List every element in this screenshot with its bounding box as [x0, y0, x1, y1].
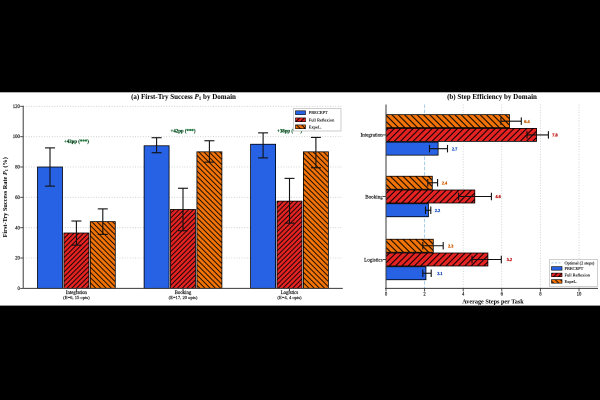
svg-text:ExpeL.: ExpeL. [309, 124, 322, 129]
svg-text:0: 0 [17, 287, 20, 292]
svg-text:20: 20 [15, 257, 20, 262]
svg-text:2: 2 [423, 293, 426, 298]
svg-text:120: 120 [13, 105, 21, 110]
svg-text:PRECEPT: PRECEPT [309, 110, 328, 115]
svg-text:Integration: Integration [360, 133, 383, 139]
svg-text:Integration: Integration [66, 291, 88, 296]
svg-text:80: 80 [15, 166, 20, 171]
svg-text:60: 60 [15, 196, 20, 201]
svg-text:(E=6, 15 opts): (E=6, 15 opts) [63, 295, 90, 301]
svg-text:2.7: 2.7 [452, 146, 458, 151]
svg-text:100: 100 [13, 135, 21, 140]
svg-text:2.4: 2.4 [442, 180, 448, 185]
svg-text:Full Reflexion: Full Reflexion [309, 117, 335, 122]
svg-text:2.2: 2.2 [435, 208, 440, 213]
svg-text:First-Try Success Rate P1 (%): First-Try Success Rate P1 (%) [2, 157, 9, 237]
svg-text:(E=4, 4 opts): (E=4, 4 opts) [277, 295, 302, 301]
svg-text:Full Reflexion: Full Reflexion [565, 273, 591, 278]
svg-text:+42pp (***): +42pp (***) [171, 129, 196, 134]
svg-text:5.2: 5.2 [507, 257, 512, 262]
svg-text:ExpeL.: ExpeL. [565, 279, 578, 284]
svg-text:7.8: 7.8 [552, 133, 557, 138]
svg-text:8: 8 [539, 293, 542, 298]
svg-text:10: 10 [577, 293, 582, 298]
svg-text:+38pp (***): +38pp (***) [277, 129, 302, 134]
svg-text:Booking: Booking [175, 291, 192, 296]
svg-text:Booking: Booking [365, 194, 383, 200]
svg-text:6: 6 [501, 293, 504, 298]
svg-text:4.6: 4.6 [495, 194, 501, 199]
svg-text:(E=17, 20 opts): (E=17, 20 opts) [169, 295, 198, 301]
svg-text:Logistics: Logistics [364, 257, 383, 263]
svg-text:Optimal (2 steps): Optimal (2 steps) [565, 261, 595, 266]
svg-text:Average Steps per Task: Average Steps per Task [462, 298, 524, 305]
svg-text:(b) Step Efficiency by Domain: (b) Step Efficiency by Domain [447, 93, 537, 101]
svg-text:6.4: 6.4 [524, 119, 530, 124]
svg-text:(a) First-Try Success P1 by Do: (a) First-Try Success P1 by Domain [131, 93, 236, 102]
svg-text:0: 0 [385, 293, 388, 298]
svg-text:+43pp (***): +43pp (***) [64, 140, 89, 145]
svg-text:Logistics: Logistics [281, 291, 299, 296]
svg-text:PRECEPT: PRECEPT [565, 266, 584, 271]
svg-text:40: 40 [15, 226, 20, 231]
svg-text:2.3: 2.3 [448, 243, 453, 248]
svg-text:4: 4 [462, 293, 465, 298]
svg-text:2.1: 2.1 [437, 271, 442, 276]
